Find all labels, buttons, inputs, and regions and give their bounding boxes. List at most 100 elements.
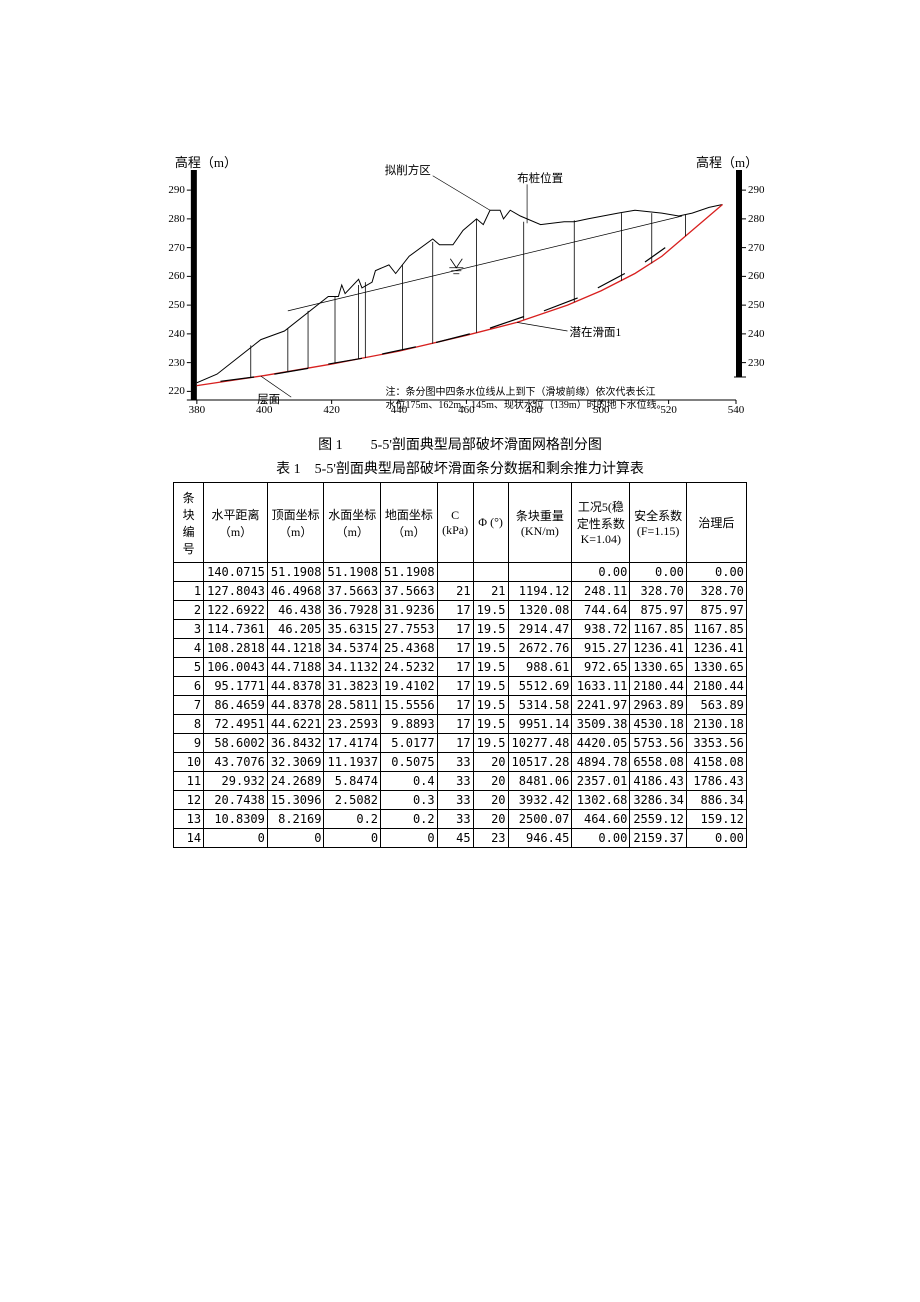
table-cell: 46.205 [267,620,324,639]
x-tick: 520 [660,402,677,416]
table-cell: 19.5 [473,677,508,696]
table-cell: 122.6922 [204,601,268,620]
y-tick-right: 240 [746,328,765,340]
table-row: 872.495144.622123.25939.88931719.59951.1… [174,715,747,734]
table-cell: 744.64 [572,601,630,620]
table-cell: 127.8043 [204,582,268,601]
table-cell: 51.1908 [381,563,438,582]
table-cell: 24.5232 [381,658,438,677]
table-cell: 17.4174 [324,734,381,753]
table-cell: 34.5374 [324,639,381,658]
y-tick-right: 270 [746,242,765,254]
table-cell: 2914.47 [508,620,572,639]
table-cell: 21 [437,582,473,601]
table-cell: 875.97 [630,601,687,620]
table-cell: 328.70 [630,582,687,601]
table-cell: 1330.65 [686,658,746,677]
table-cell: 19.5 [473,696,508,715]
table-cell: 17 [437,639,473,658]
table-cell: 37.5663 [381,582,438,601]
table-cell: 0.00 [686,563,746,582]
table-cell: 2357.01 [572,772,630,791]
table-header-cell: Φ (°) [473,483,508,563]
table-cell: 24.2689 [267,772,324,791]
table-cell: 0 [204,829,268,848]
table-header-cell: 顶面坐标（m） [267,483,324,563]
table-cell: 2.5082 [324,791,381,810]
table-cell: 0.2 [381,810,438,829]
y-tick-right: 230 [746,357,765,369]
table-cell: 1194.12 [508,582,572,601]
table-cell: 19.5 [473,734,508,753]
x-tick: 540 [728,402,745,416]
table-row: 1400004523946.450.002159.370.00 [174,829,747,848]
table-cell: 20.7438 [204,791,268,810]
table-cell: 27.7553 [381,620,438,639]
table-cell: 5 [174,658,204,677]
table-cell: 32.3069 [267,753,324,772]
table-cell: 2672.76 [508,639,572,658]
table-cell: 1236.41 [630,639,687,658]
y-tick-left: 290 [168,184,187,196]
table-cell: 0.00 [686,829,746,848]
table-cell: 20 [473,791,508,810]
table-cell: 4186.43 [630,772,687,791]
right-axis-label: 高程（m） [696,152,758,171]
table-cell: 2559.12 [630,810,687,829]
table-cell: 20 [473,753,508,772]
y-tick-left: 240 [168,328,187,340]
data-table: 条块编号水平距离（m）顶面坐标（m）水面坐标（m）地面坐标（m）C (kPa)Φ… [173,482,747,848]
table-cell: 95.1771 [204,677,268,696]
x-tick: 480 [526,402,543,416]
table-row: 1127.804346.496837.566337.566321211194.1… [174,582,747,601]
annotation-slip-surface: 潜在滑面1 [570,324,622,340]
table-cell: 34.1132 [324,658,381,677]
table-cell: 1330.65 [630,658,687,677]
table-cell: 23 [473,829,508,848]
table-header-cell: C (kPa) [437,483,473,563]
table-cell: 17 [437,601,473,620]
table-cell: 4530.18 [630,715,687,734]
table-cell: 25.4368 [381,639,438,658]
table-row: 1220.743815.30962.50820.333203932.421302… [174,791,747,810]
table-cell: 17 [437,734,473,753]
table-cell: 44.8378 [267,696,324,715]
table-cell: 9 [174,734,204,753]
table-cell: 33 [437,772,473,791]
table-cell: 31.3823 [324,677,381,696]
annotation-pile-position: 布桩位置 [517,170,563,186]
table-row: 4108.281844.121834.537425.43681719.52672… [174,639,747,658]
table-cell: 44.1218 [267,639,324,658]
table-cell: 17 [437,715,473,734]
table-cell: 11.1937 [324,753,381,772]
table-cell: 114.7361 [204,620,268,639]
x-tick: 380 [189,402,206,416]
y-tick-left: 260 [168,270,187,282]
table-cell: 23.2593 [324,715,381,734]
table-cell: 45 [437,829,473,848]
table-cell: 946.45 [508,829,572,848]
table-cell: 3353.56 [686,734,746,753]
table-cell: 58.6002 [204,734,268,753]
table-cell [473,563,508,582]
table-cell: 31.9236 [381,601,438,620]
table-cell: 3509.38 [572,715,630,734]
table-cell: 0.00 [572,829,630,848]
table-cell: 12 [174,791,204,810]
table-cell: 2241.97 [572,696,630,715]
y-tick-right: 260 [746,270,765,282]
table-cell: 3932.42 [508,791,572,810]
table-row: 140.071551.190851.190851.19080.000.000.0… [174,563,747,582]
table-row: 3114.736146.20535.631527.75531719.52914.… [174,620,747,639]
footnote-line-1: 注：条分图中四条水位线从上到下（滑坡前缘）依次代表长江 [386,386,696,399]
table-cell: 13 [174,810,204,829]
table-cell: 33 [437,810,473,829]
table-header-cell: 工况5(稳定性系数 K=1.04) [572,483,630,563]
table-cell: 10277.48 [508,734,572,753]
y-tick-right: 280 [746,213,765,225]
table-cell: 5753.56 [630,734,687,753]
x-tick: 420 [323,402,340,416]
table-cell: 915.27 [572,639,630,658]
table-cell: 35.6315 [324,620,381,639]
table-cell: 20 [473,772,508,791]
